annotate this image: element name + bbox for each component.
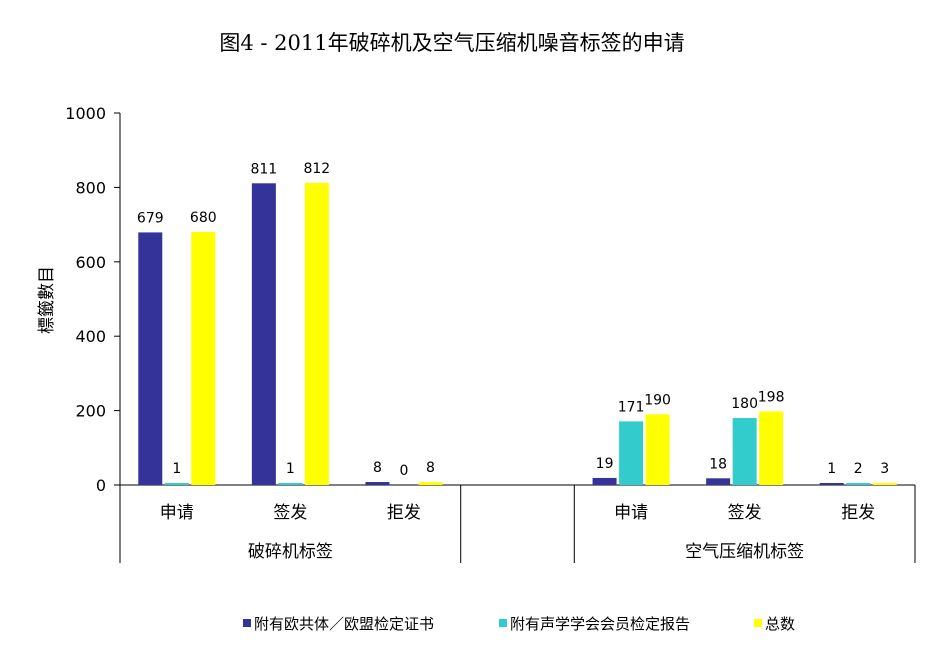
legend-label: 附有声学学会会员检定报告 — [510, 615, 690, 633]
bar — [365, 482, 390, 485]
bar — [872, 483, 897, 485]
bar — [138, 232, 163, 485]
data-label: 2 — [854, 461, 863, 477]
data-label: 1 — [172, 461, 181, 477]
data-label: 18 — [709, 456, 727, 472]
legend-swatch — [754, 619, 762, 627]
data-label: 812 — [303, 161, 330, 177]
bar — [418, 482, 443, 485]
bar — [592, 477, 617, 485]
x-tick-label: 签发 — [728, 503, 762, 523]
data-label: 171 — [618, 399, 645, 415]
data-label: 1 — [827, 461, 836, 477]
bar — [846, 483, 871, 485]
data-label: 1 — [286, 461, 295, 477]
x-tick-label: 申请 — [614, 503, 648, 523]
x-tick-label: 申请 — [160, 503, 194, 523]
bar — [164, 483, 189, 485]
x-tick-label: 签发 — [273, 503, 307, 523]
y-tick-label: 600 — [75, 253, 106, 272]
legend-swatch — [243, 619, 251, 627]
bar — [619, 421, 644, 485]
legend-swatch — [499, 619, 507, 627]
y-tick-label: 0 — [96, 476, 106, 495]
data-label: 8 — [373, 460, 382, 476]
x-group-label: 空气压缩机标签 — [685, 542, 804, 562]
x-tick-label: 拒发 — [387, 503, 421, 523]
data-label: 680 — [190, 210, 217, 226]
bar — [304, 182, 329, 485]
legend-label: 附有欧共体／欧盟检定证书 — [254, 615, 434, 633]
y-tick-label: 1000 — [65, 104, 106, 123]
data-label: 19 — [596, 456, 614, 472]
bar — [759, 411, 784, 485]
bar — [819, 483, 844, 485]
data-label: 198 — [758, 389, 785, 405]
data-label: 180 — [731, 396, 758, 412]
data-label: 811 — [250, 161, 277, 177]
data-label: 8 — [426, 460, 435, 476]
bar — [732, 418, 757, 485]
data-label: 0 — [399, 463, 408, 479]
data-label: 190 — [644, 392, 671, 408]
chart-title: 图4 - 2011年破碎机及空气压缩机噪音标签的申请 — [219, 31, 684, 55]
data-label: 3 — [880, 461, 889, 477]
bar — [706, 478, 731, 485]
bar — [645, 414, 670, 485]
data-label: 679 — [137, 210, 164, 226]
legend: 附有欧共体／欧盟检定证书 附有声学学会会员检定报告 总数 — [243, 615, 795, 633]
legend-label: 总数 — [765, 615, 795, 633]
y-axis-label: 標籤數目 — [37, 266, 57, 334]
bar — [191, 232, 216, 485]
bar — [251, 183, 276, 486]
bar — [278, 483, 303, 485]
y-tick-label: 200 — [75, 402, 106, 421]
x-group-label: 破碎机标签 — [248, 542, 333, 562]
x-tick-label: 拒发 — [841, 503, 875, 523]
y-tick-label: 800 — [75, 178, 106, 197]
y-tick-label: 400 — [75, 327, 106, 346]
